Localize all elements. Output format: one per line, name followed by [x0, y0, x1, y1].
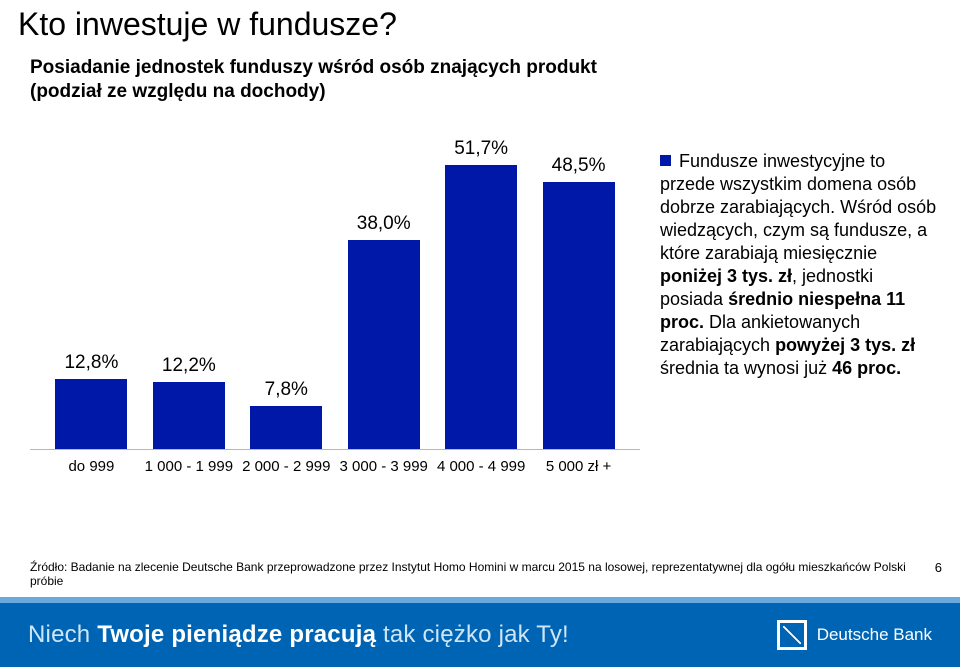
commentary-text: Fundusze inwestycyjne to przede wszystki… — [660, 150, 940, 380]
page-title: Kto inwestuje w fundusze? — [18, 6, 397, 43]
footer: Niech Twoje pieniądze pracują tak ciężko… — [0, 597, 960, 667]
bar — [250, 406, 322, 449]
bar-column — [153, 382, 225, 449]
commentary-bold-run: 46 proc. — [832, 358, 901, 378]
x-axis-label: 5 000 zł + — [519, 458, 639, 475]
bar-value-label: 12,2% — [139, 355, 239, 377]
deutsche-bank-logo: Deutsche Bank — [777, 620, 932, 650]
bar — [153, 382, 225, 449]
bar — [445, 165, 517, 449]
commentary-run: Fundusze inwestycyjne to przede wszystki… — [660, 151, 936, 263]
bar-value-label: 48,5% — [529, 155, 629, 177]
bar — [348, 240, 420, 449]
source-note: Źródło: Badanie na zlecenie Deutsche Ban… — [30, 560, 930, 588]
subtitle-line-1: Posiadanie jednostek funduszy wśród osób… — [30, 57, 597, 78]
bar-value-label: 12,8% — [41, 352, 141, 374]
bar-value-label: 38,0% — [334, 213, 434, 235]
bar-value-label: 7,8% — [236, 379, 336, 401]
x-axis-line — [30, 449, 640, 450]
page-number: 6 — [935, 560, 942, 575]
bar-column — [250, 406, 322, 449]
bar — [55, 379, 127, 449]
bar — [543, 182, 615, 449]
footer-bar: Niech Twoje pieniądze pracują tak ciężko… — [0, 603, 960, 667]
commentary-run: średnia ta wynosi już — [660, 358, 832, 378]
chart-plot: 12,8%12,2%7,8% 38,0% 51,7%48,5% — [30, 120, 640, 450]
subtitle-line-2: (podział ze względu na dochody) — [30, 81, 326, 102]
slide: Kto inwestuje w fundusze? Posiadanie jed… — [0, 0, 960, 667]
db-logo-text: Deutsche Bank — [817, 626, 932, 644]
bullet-square-icon — [660, 155, 671, 166]
bar-column — [445, 165, 517, 449]
bar-column — [543, 182, 615, 449]
footer-slogan-strong: Twoje pieniądze pracują — [97, 621, 376, 648]
bar-column — [348, 240, 420, 449]
commentary-bold-run: powyżej 3 tys. zł — [775, 335, 915, 355]
chart-subtitle: Posiadanie jednostek funduszy wśród osób… — [30, 56, 597, 104]
commentary-bold-run: poniżej 3 tys. zł — [660, 266, 792, 286]
footer-slogan-pre: Niech — [28, 621, 97, 648]
bar-chart: 12,8%12,2%7,8%38,0%51,7%48,5% do 9991 00… — [30, 120, 640, 490]
db-logo-icon — [777, 620, 807, 650]
bar-column — [55, 379, 127, 449]
footer-slogan: Niech Twoje pieniądze pracują tak ciężko… — [0, 621, 569, 649]
bar-value-label: 51,7% — [431, 138, 531, 160]
footer-slogan-post: tak ciężko jak Ty! — [376, 621, 569, 648]
